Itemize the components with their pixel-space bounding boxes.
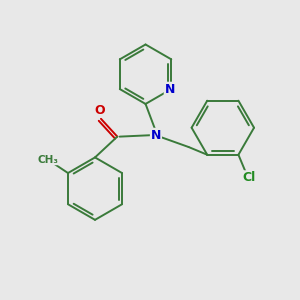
Text: CH₃: CH₃ <box>38 155 58 165</box>
Text: N: N <box>151 129 161 142</box>
Text: O: O <box>94 104 105 117</box>
Text: N: N <box>165 82 175 96</box>
Text: Cl: Cl <box>242 171 256 184</box>
